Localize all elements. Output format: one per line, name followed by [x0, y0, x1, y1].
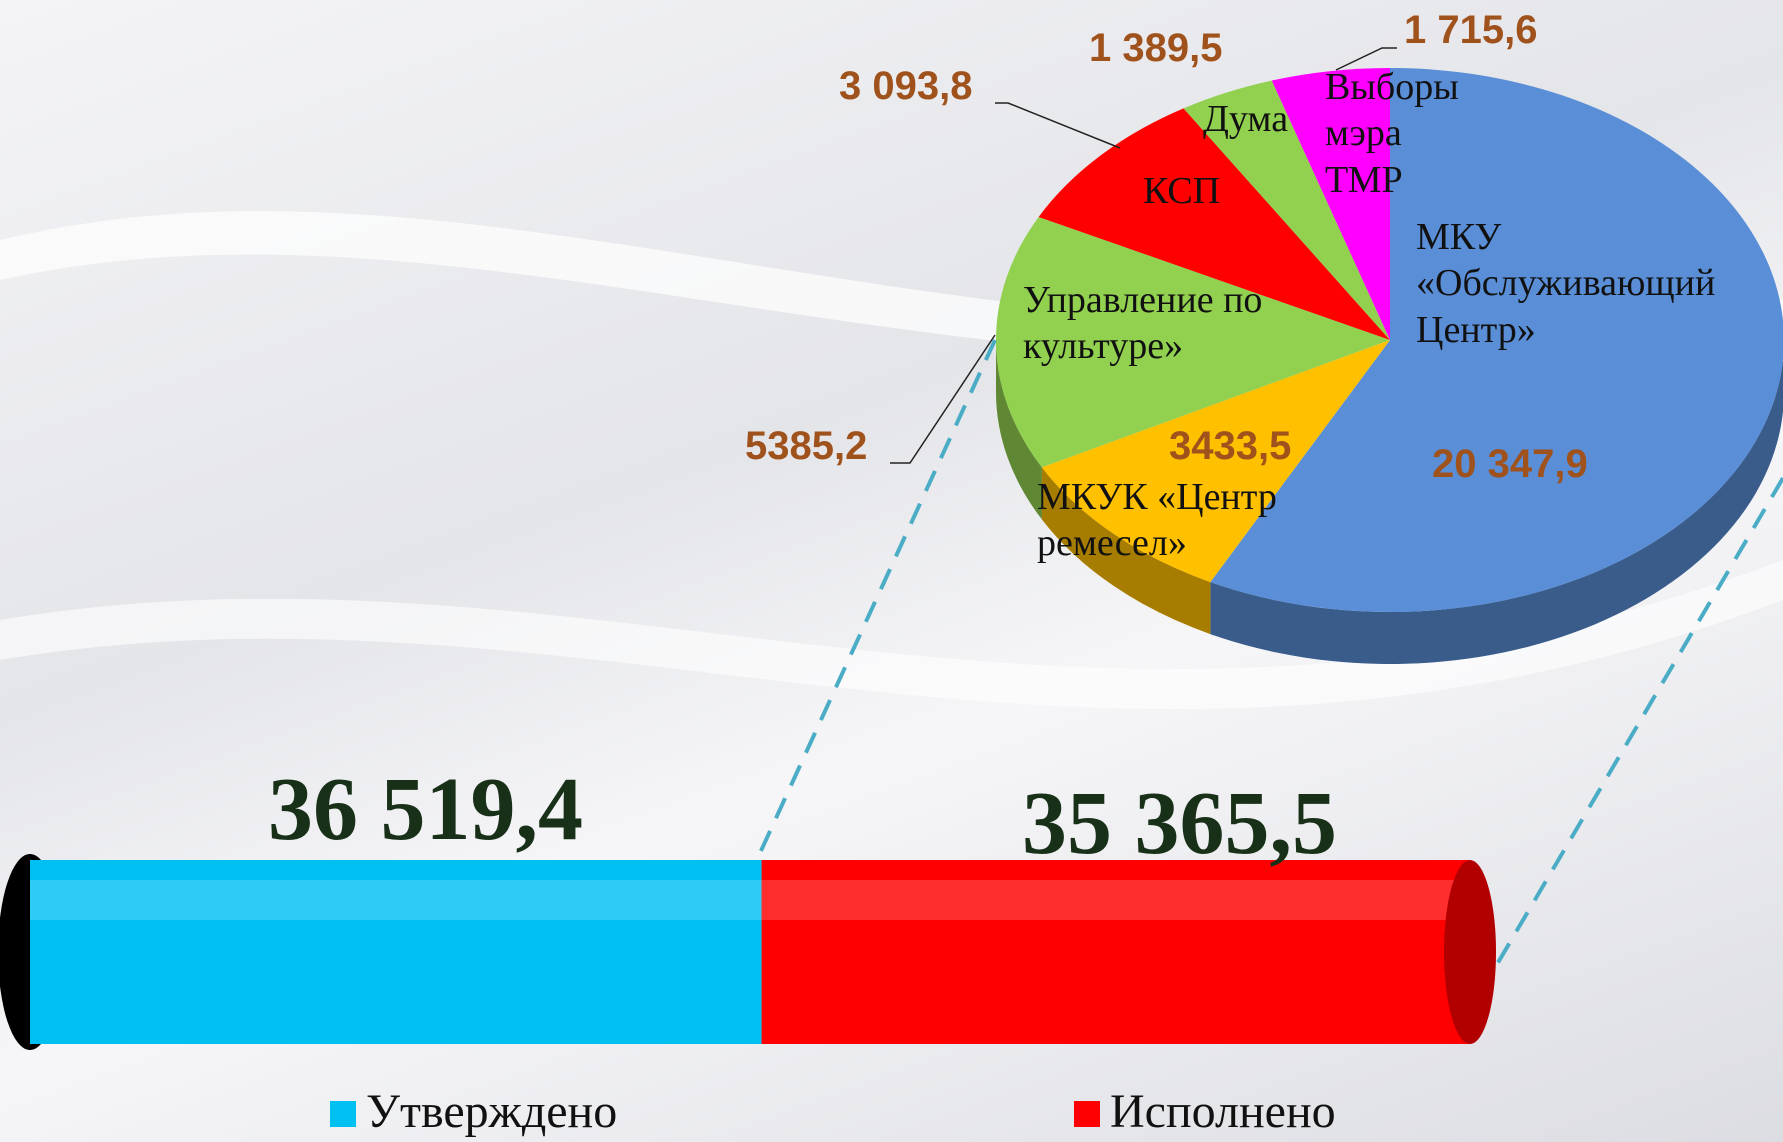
pie-side-shade [1041, 467, 1211, 635]
pie-category-label: КСП [1143, 170, 1221, 212]
pie-category-label: МКУК «Центр ремесел» [1037, 476, 1277, 565]
pie-value-label: 20 347,9 [1432, 442, 1588, 486]
pie-value-label: 3 093,8 [839, 64, 973, 108]
bar-segment [30, 860, 762, 1044]
bar-value-label: 35 365,5 [1022, 774, 1337, 873]
bar-end-cap-shade [1444, 860, 1496, 1044]
connector-line [1474, 476, 1783, 1002]
pie-side-shade [1210, 358, 1783, 664]
pie-slice [1271, 68, 1390, 340]
pie-slice [1038, 108, 1390, 341]
pie-value-label: 1 389,5 [1089, 26, 1223, 70]
legend-swatch [330, 1101, 356, 1127]
pie-slice [1041, 340, 1390, 583]
pie-side-shade [996, 340, 1042, 520]
legend-label: Утверждено [366, 1085, 618, 1138]
pie-slice [996, 216, 1390, 468]
pie-category-label: Дума [1203, 98, 1289, 140]
bar-end-cap [1444, 860, 1496, 1044]
legend-swatch [1074, 1101, 1100, 1127]
bar-value-label: 36 519,4 [268, 760, 583, 859]
pie-side [1210, 358, 1783, 664]
background-swoosh [0, 211, 1783, 365]
pie-side [1041, 467, 1211, 635]
background-swoosh [0, 560, 1783, 710]
pie-slice [1183, 80, 1390, 341]
legend-item: Исполнено [1074, 1084, 1336, 1139]
pie-value-label: 1 715,6 [1404, 8, 1538, 52]
legend-label: Исполнено [1110, 1085, 1336, 1138]
pie-side [996, 340, 1042, 520]
leader-line [1335, 47, 1397, 71]
pie-category-label: МКУ «Обслуживающий Центр» [1416, 216, 1716, 351]
leader-line [890, 334, 996, 464]
pie-value-label: 3433,5 [1169, 424, 1292, 468]
leader-line [995, 102, 1121, 149]
bar-highlight [30, 880, 762, 920]
pie-category-label: Выборы мэра ТМР [1325, 66, 1459, 201]
bar-segment [761, 860, 1470, 1044]
pie-slice [1210, 68, 1783, 612]
bar-highlight [761, 880, 1470, 920]
connector-line [758, 339, 997, 854]
pie-value-label: 5385,2 [745, 424, 868, 468]
pie-category-label: Управление по культуре» [1023, 279, 1263, 368]
legend-item: Утверждено [330, 1084, 617, 1139]
